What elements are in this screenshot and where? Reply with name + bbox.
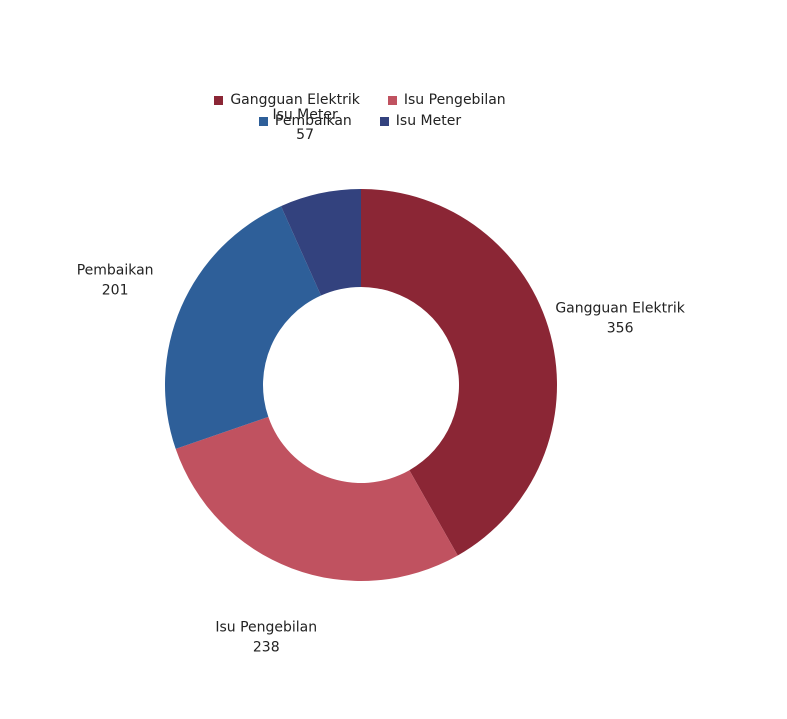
slice-gangguan-elektrik	[361, 189, 557, 556]
data-label-value-isu-meter: 57	[296, 127, 314, 143]
slice-pembaikan	[164, 206, 322, 449]
legend-swatch-pembaikan	[258, 117, 268, 126]
legend-row-1: Gangguan Elektrik Isu Pengebilan	[0, 90, 720, 111]
data-label-name-pembaikan: Pembaikan	[77, 262, 154, 278]
legend-swatch-gangguan-elektrik	[214, 96, 224, 105]
legend-label-pembaikan: Pembaikan	[274, 113, 352, 129]
data-label-name-isu-meter: Isu Meter	[272, 107, 338, 123]
legend-label-isu-pengebilan: Isu Pengebilan	[403, 92, 506, 108]
data-label-value-isu-pengebilan: 238	[253, 640, 280, 656]
legend-item-pembaikan: Pembaikan	[258, 111, 352, 132]
slice-isu-pengebilan	[175, 416, 458, 581]
legend-item-gangguan-elektrik: Gangguan Elektrik	[214, 90, 360, 111]
legend-label-gangguan-elektrik: Gangguan Elektrik	[230, 92, 360, 108]
data-label-name-isu-pengebilan: Isu Pengebilan	[215, 620, 317, 636]
legend-item-isu-pengebilan: Isu Pengebilan	[387, 90, 506, 111]
data-label-name-gangguan-elektrik: Gangguan Elektrik	[555, 301, 685, 317]
legend-swatch-isu-meter	[379, 117, 389, 126]
data-label-value-gangguan-elektrik: 356	[607, 321, 634, 337]
legend-row-2: Pembaikan Isu Meter	[0, 111, 720, 132]
data-label-value-pembaikan: 201	[102, 282, 129, 298]
chart-legend: Gangguan Elektrik Isu Pengebilan Pembaik…	[0, 90, 720, 132]
slice-isu-meter	[281, 189, 361, 296]
legend-item-isu-meter: Isu Meter	[379, 111, 462, 132]
legend-label-isu-meter: Isu Meter	[395, 113, 462, 129]
legend-swatch-isu-pengebilan	[387, 96, 397, 105]
